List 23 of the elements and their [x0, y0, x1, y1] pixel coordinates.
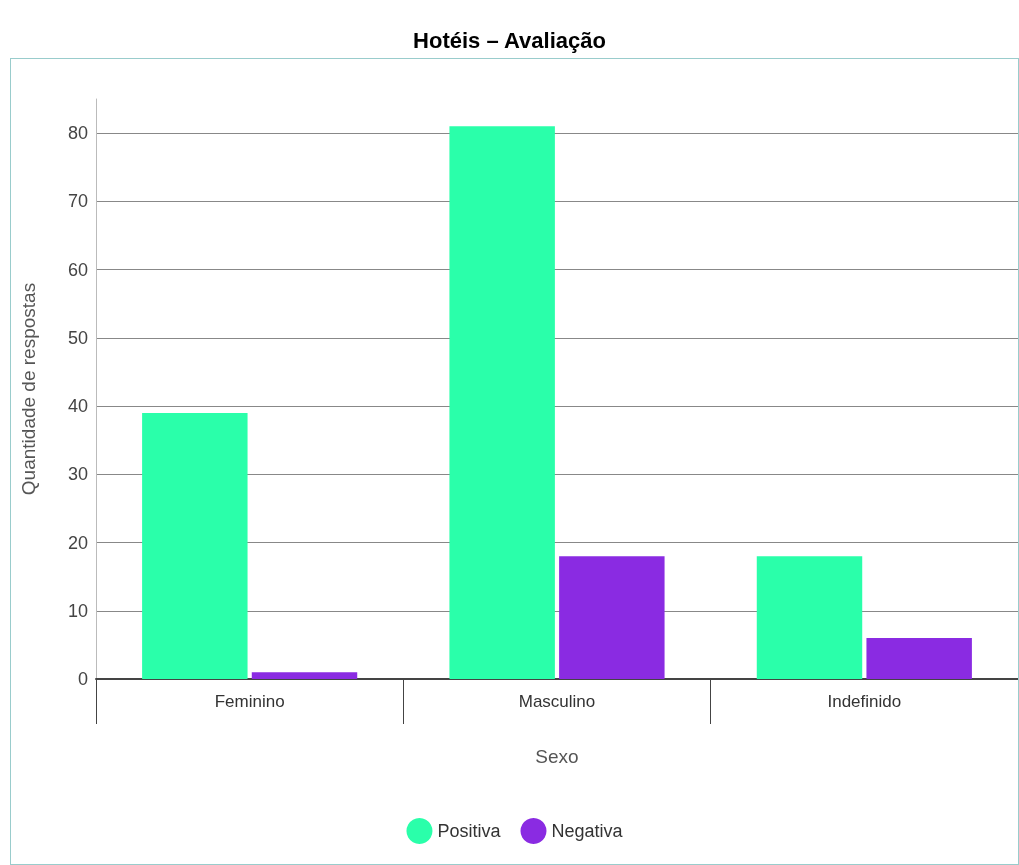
- x-tick-label: Indefinido: [827, 692, 902, 711]
- y-tick-label: 80: [67, 123, 88, 144]
- y-tick-label: 20: [67, 532, 88, 553]
- y-tick-label: 50: [67, 327, 88, 348]
- y-tick-label: 30: [67, 464, 88, 485]
- bar: [866, 638, 972, 679]
- legend-label: Negativa: [551, 821, 624, 841]
- y-tick-label: 60: [67, 259, 88, 280]
- bar: [559, 556, 665, 679]
- y-tick-label: 0: [77, 669, 88, 689]
- y-axis-title: Quantidade de respostas: [18, 282, 39, 496]
- y-tick-label: 40: [67, 396, 88, 417]
- chart-title: Hotéis – Avaliação: [412, 27, 607, 54]
- y-tick-label: 10: [67, 600, 88, 621]
- legend-label: Positiva: [437, 821, 502, 841]
- x-tick-label: Feminino: [214, 692, 285, 711]
- x-tick-label: Masculino: [518, 692, 596, 711]
- bar: [756, 556, 863, 679]
- bar: [251, 672, 358, 679]
- x-axis-title: Sexo: [535, 746, 579, 767]
- bar: [449, 126, 555, 679]
- y-tick-label: 70: [67, 191, 88, 212]
- bar: [142, 412, 248, 679]
